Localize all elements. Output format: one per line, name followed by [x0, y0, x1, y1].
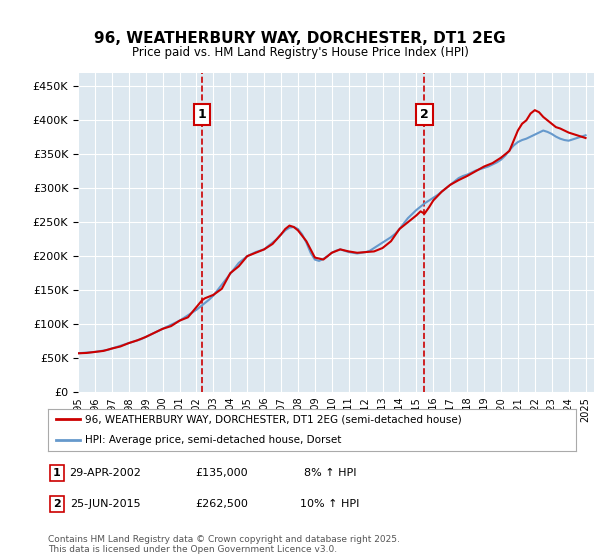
Text: 96, WEATHERBURY WAY, DORCHESTER, DT1 2EG (semi-detached house): 96, WEATHERBURY WAY, DORCHESTER, DT1 2EG… — [85, 414, 462, 424]
Text: 96, WEATHERBURY WAY, DORCHESTER, DT1 2EG: 96, WEATHERBURY WAY, DORCHESTER, DT1 2EG — [94, 31, 506, 46]
Text: 2: 2 — [53, 499, 61, 509]
Text: £135,000: £135,000 — [196, 468, 248, 478]
Text: 10% ↑ HPI: 10% ↑ HPI — [301, 499, 359, 509]
Text: HPI: Average price, semi-detached house, Dorset: HPI: Average price, semi-detached house,… — [85, 435, 341, 445]
Text: 1: 1 — [197, 108, 206, 121]
Text: Contains HM Land Registry data © Crown copyright and database right 2025.
This d: Contains HM Land Registry data © Crown c… — [48, 535, 400, 554]
Text: Price paid vs. HM Land Registry's House Price Index (HPI): Price paid vs. HM Land Registry's House … — [131, 46, 469, 59]
Text: 25-JUN-2015: 25-JUN-2015 — [70, 499, 140, 509]
Text: 8% ↑ HPI: 8% ↑ HPI — [304, 468, 356, 478]
Text: 29-APR-2002: 29-APR-2002 — [69, 468, 141, 478]
Text: £262,500: £262,500 — [196, 499, 248, 509]
Text: 1: 1 — [53, 468, 61, 478]
Text: 2: 2 — [420, 108, 429, 121]
